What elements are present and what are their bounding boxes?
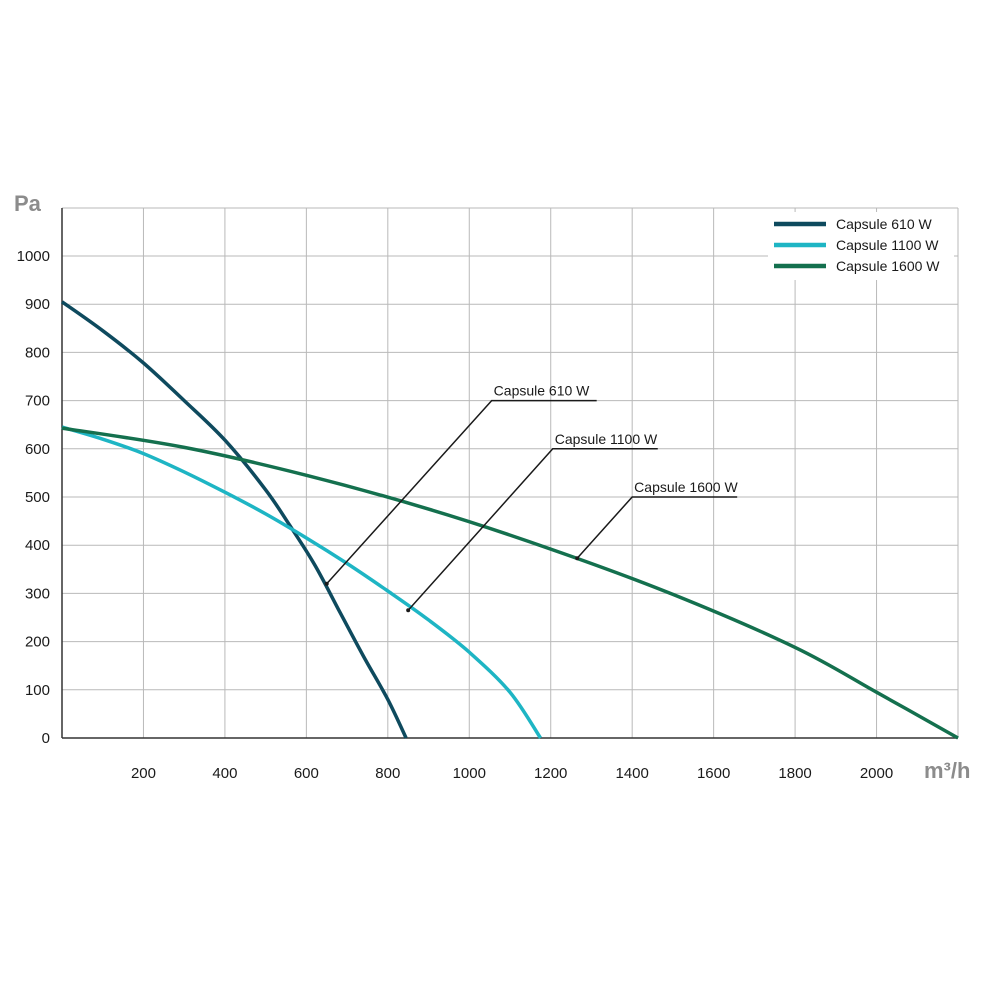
x-tick-label-2000: 2000 xyxy=(860,765,893,782)
y-tick-label-400: 400 xyxy=(25,537,50,554)
x-tick-label-1400: 1400 xyxy=(615,765,648,782)
y-tick-label-300: 300 xyxy=(25,585,50,602)
y-tick-label-500: 500 xyxy=(25,489,50,506)
annotation-label-3: Capsule 1600 W xyxy=(634,479,738,495)
annotation-label-1: Capsule 610 W xyxy=(494,383,591,399)
y-tick-label-0: 0 xyxy=(42,730,50,747)
y-tick-label-200: 200 xyxy=(25,634,50,651)
annotation-dot-2 xyxy=(406,608,411,613)
x-axis-unit-label: m³/h xyxy=(924,758,970,783)
chart-grid xyxy=(62,207,959,739)
annotation-label-2: Capsule 1100 W xyxy=(555,431,658,447)
y-axis-unit-label: Pa xyxy=(14,191,42,216)
x-tick-label-600: 600 xyxy=(294,765,319,782)
legend: Capsule 610 W Capsule 1100 W Capsule 1600 … xyxy=(768,212,954,280)
y-tick-label-100: 100 xyxy=(25,682,50,699)
y-tick-label-1000: 1000 xyxy=(17,248,50,265)
series-line-1 xyxy=(60,300,408,739)
series-line-3 xyxy=(61,426,959,740)
x-tick-labels: 200 400 600 800 1000 1200 1400 1600 1800 2000 xyxy=(131,765,893,782)
annotation-leader-1 xyxy=(326,399,597,585)
annotation-layer: Capsule 610 W Capsule 1100 W Capsule 1600 … xyxy=(324,383,738,613)
legend-label-3: Capsule 1600 W xyxy=(836,258,940,274)
y-tick-label-800: 800 xyxy=(25,344,50,361)
annotation-dot-1 xyxy=(324,581,329,586)
series-layer xyxy=(60,300,959,740)
y-tick-labels: 0 100 200 300 400 500 600 700 800 900 1000 xyxy=(17,248,50,747)
y-tick-label-600: 600 xyxy=(25,441,50,458)
x-tick-label-1800: 1800 xyxy=(778,765,811,782)
annotation-leader-3 xyxy=(576,496,738,559)
x-tick-label-1600: 1600 xyxy=(697,765,730,782)
x-tick-label-1000: 1000 xyxy=(453,765,486,782)
x-tick-label-1200: 1200 xyxy=(534,765,567,782)
x-tick-label-800: 800 xyxy=(375,765,400,782)
x-tick-label-200: 200 xyxy=(131,765,156,782)
series-line-2 xyxy=(61,425,542,739)
annotation-dot-3 xyxy=(575,556,580,561)
legend-label-2: Capsule 1100 W xyxy=(836,237,939,253)
y-tick-label-700: 700 xyxy=(25,393,50,410)
y-tick-label-900: 900 xyxy=(25,296,50,313)
legend-label-1: Capsule 610 W xyxy=(836,216,933,232)
x-tick-label-400: 400 xyxy=(212,765,237,782)
annotation-leader-2 xyxy=(407,448,658,611)
